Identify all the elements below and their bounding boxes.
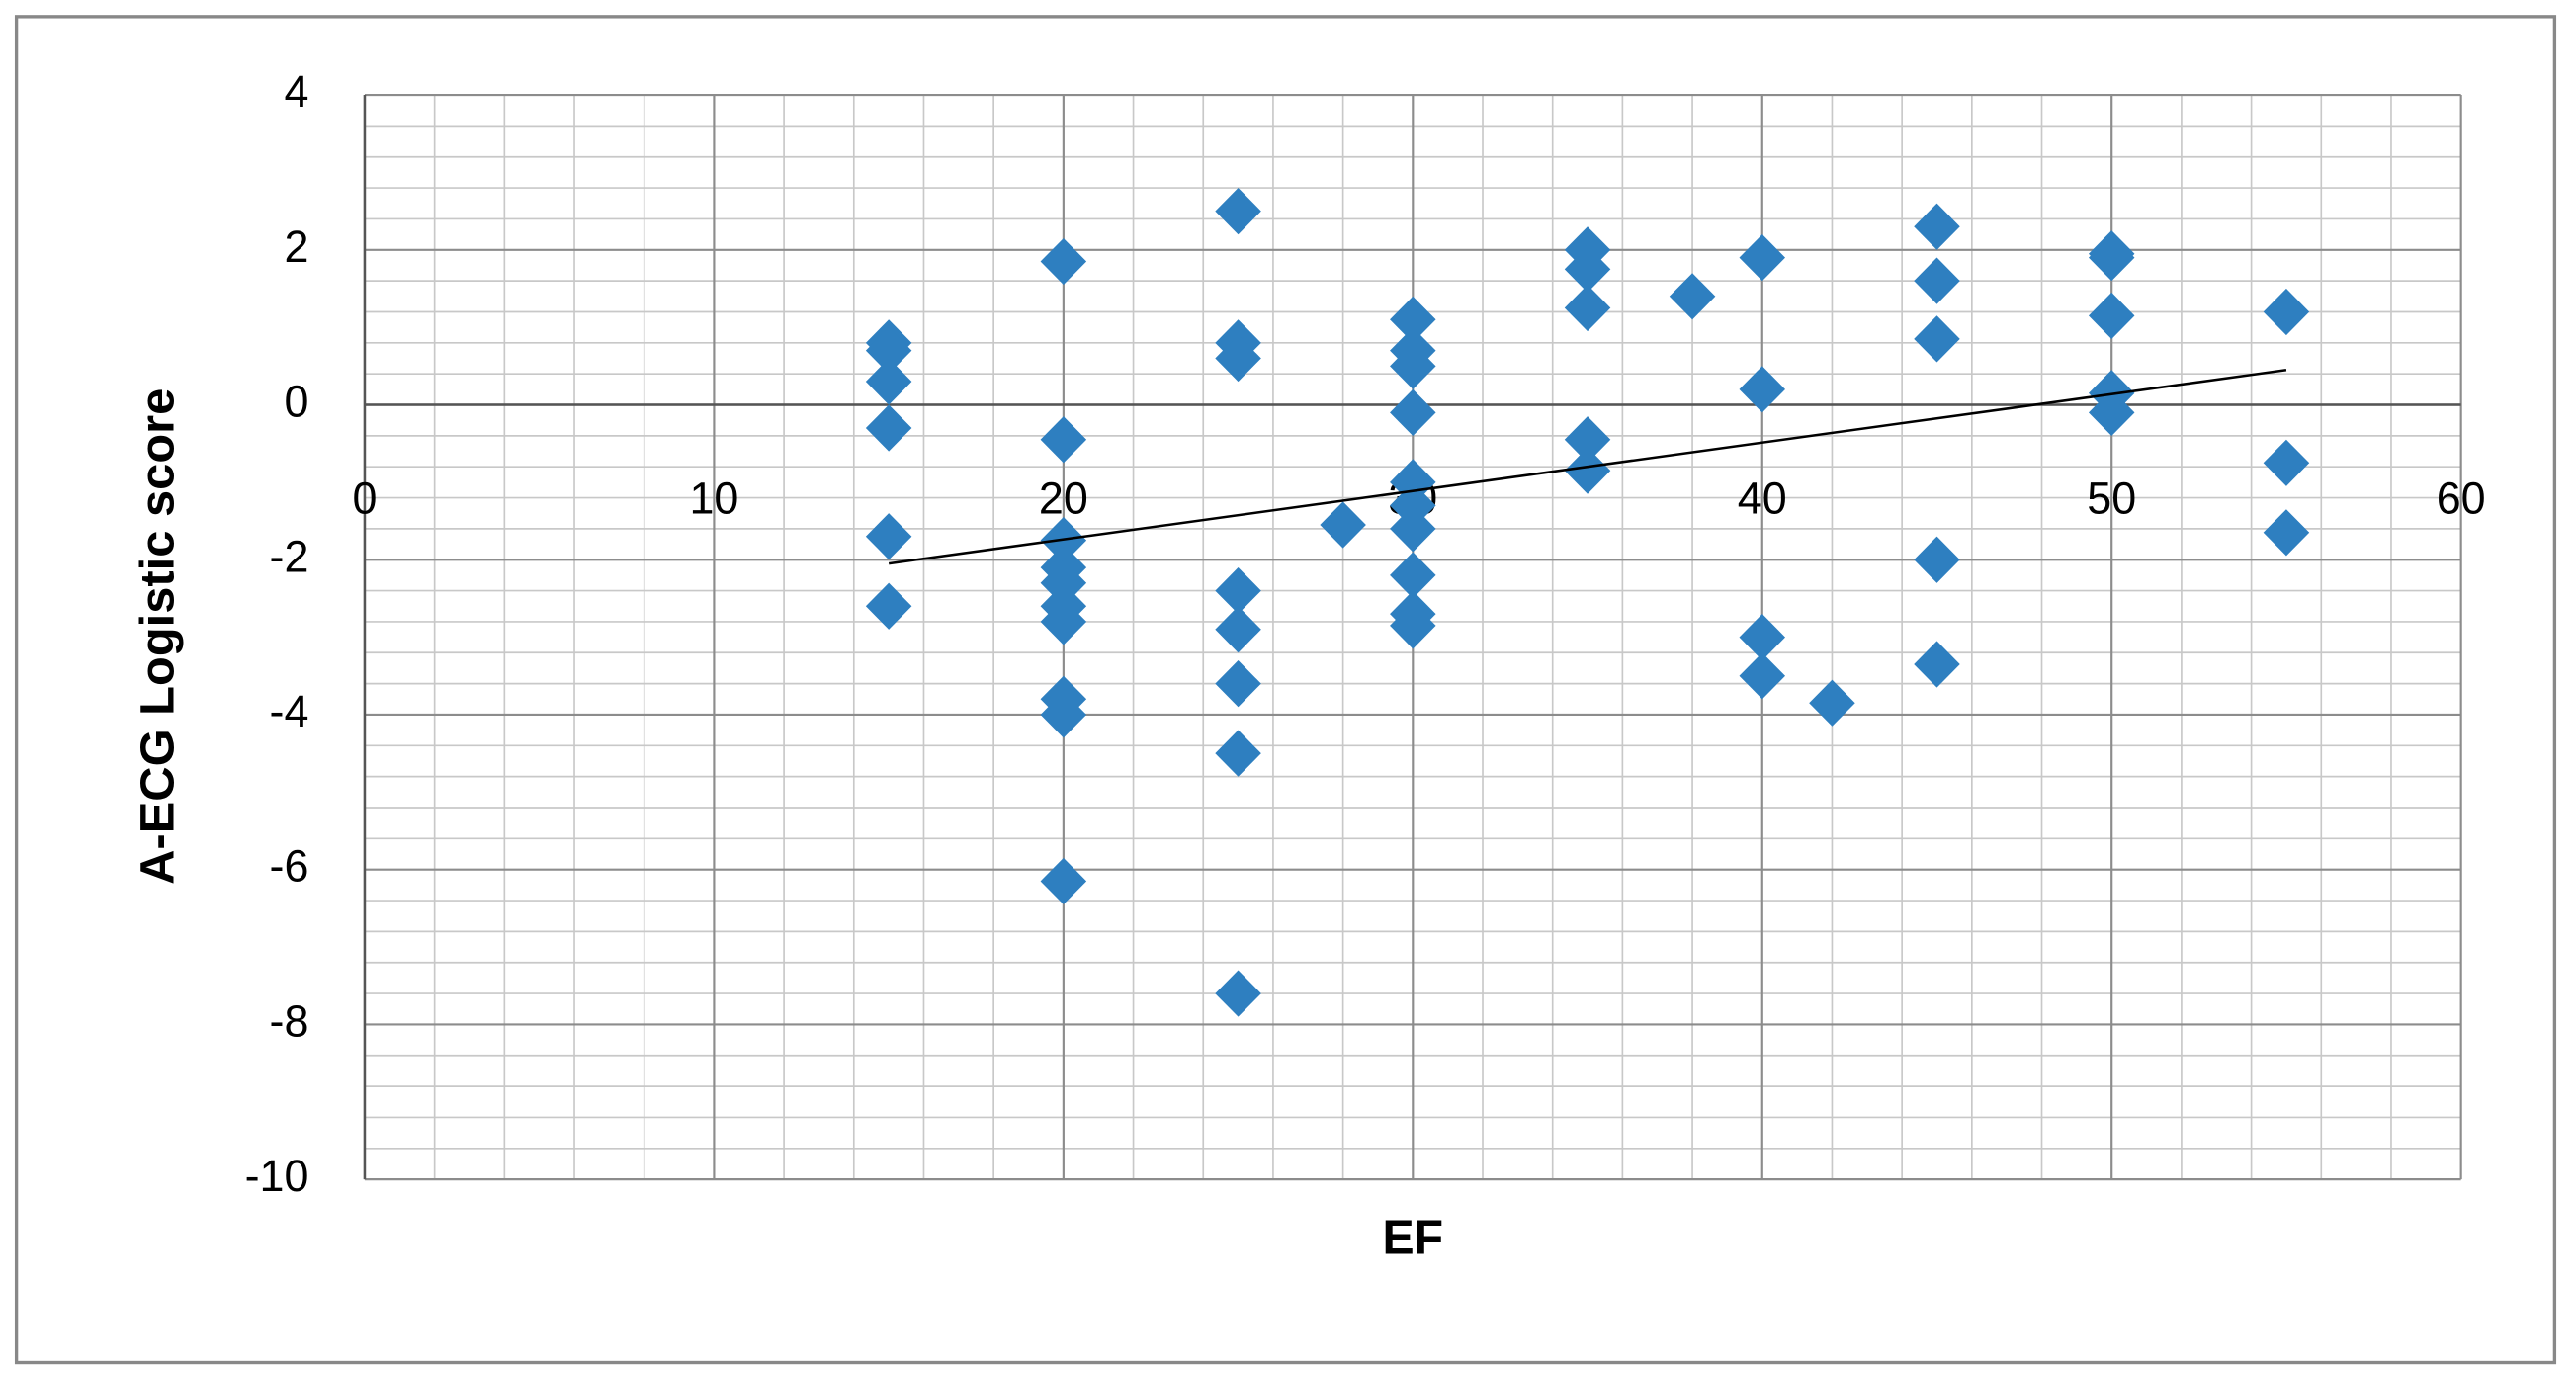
point: [1739, 652, 1786, 700]
y-tick-label: 0: [285, 376, 309, 426]
y-axis-title: A-ECG Logistic score: [131, 388, 185, 885]
x-axis-title: EF: [1383, 1211, 1444, 1264]
point: [2088, 388, 2135, 436]
x-tick-label: 50: [2087, 473, 2136, 523]
point: [2088, 292, 2135, 339]
point: [865, 582, 912, 630]
point: [2088, 234, 2135, 282]
point: [1914, 257, 1960, 304]
point: [1914, 536, 1960, 583]
x-tick-label: 20: [1039, 473, 1088, 523]
y-tick-label: -6: [270, 840, 309, 891]
point: [1669, 273, 1716, 320]
point: [865, 513, 912, 560]
x-tick-label: 10: [689, 473, 738, 523]
x-tick-label: 40: [1738, 473, 1787, 523]
point: [1320, 501, 1366, 549]
point: [1914, 641, 1960, 688]
point: [1390, 296, 1436, 343]
chart-frame: [14, 15, 2557, 1365]
point: [865, 358, 912, 405]
point: [1809, 679, 1855, 727]
y-tick-label: -10: [245, 1151, 309, 1201]
x-tick-label: 0: [352, 473, 377, 523]
point: [1390, 505, 1436, 553]
trendline: [888, 368, 2287, 565]
point: [1914, 315, 1960, 363]
point: [1739, 614, 1786, 661]
point: [1914, 203, 1960, 250]
point: [1390, 602, 1436, 649]
y-tick-label: 2: [285, 221, 309, 272]
y-tick-label: -8: [270, 995, 309, 1046]
x-tick-label: 60: [2437, 473, 2486, 523]
point: [865, 404, 912, 452]
y-tick-label: -2: [270, 531, 309, 581]
y-tick-label: 4: [285, 66, 309, 117]
point: [1390, 342, 1436, 389]
y-tick-label: -4: [270, 686, 309, 736]
